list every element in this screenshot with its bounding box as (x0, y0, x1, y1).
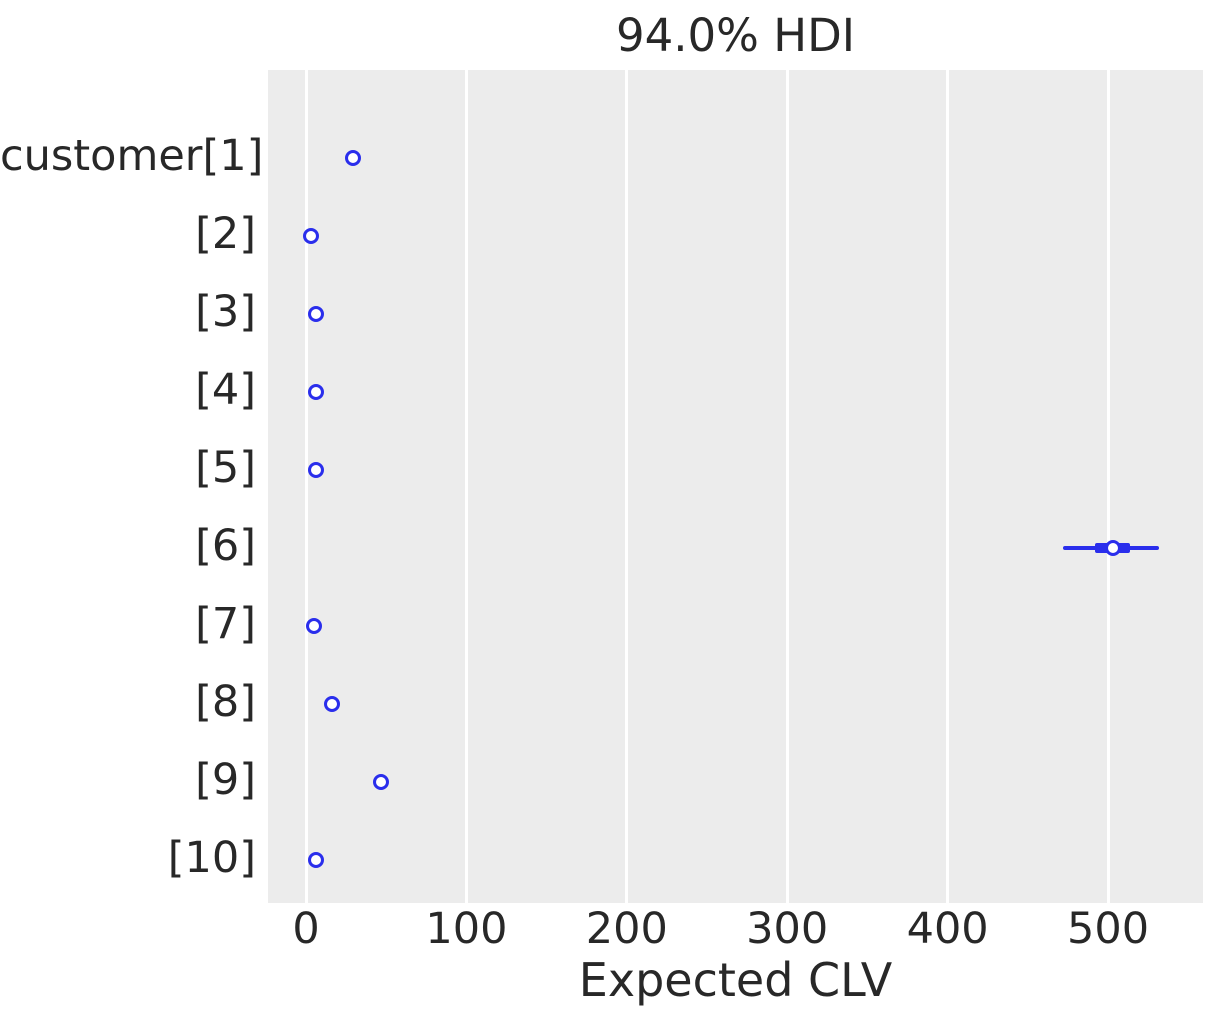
y-tick-label: customer[1] (0, 131, 264, 181)
point-estimate-marker (307, 384, 324, 400)
y-tick-label: [10] (167, 833, 256, 883)
x-axis-label: Expected CLV (578, 953, 893, 1007)
y-tick-label: [2] (195, 209, 256, 259)
y-tick-label: [8] (195, 677, 256, 727)
y-tick-label: [5] (195, 443, 256, 493)
point-estimate-marker (307, 462, 324, 478)
y-tick-label: [7] (195, 599, 256, 649)
x-tick-label: 400 (906, 904, 989, 954)
x-tick-label: 200 (585, 904, 668, 954)
x-tick-label: 500 (1066, 904, 1150, 954)
point-estimate-marker (373, 774, 390, 790)
point-estimate-marker (307, 852, 324, 868)
point-estimate-marker (344, 150, 361, 166)
point-estimate-marker (307, 306, 324, 322)
point-estimate-marker (302, 228, 319, 244)
gridline (785, 70, 789, 903)
gridline (625, 70, 629, 903)
gridline (946, 70, 950, 903)
point-estimate-marker (306, 618, 323, 634)
y-tick-label: [9] (195, 755, 256, 805)
x-tick-label: 0 (292, 904, 320, 954)
point-estimate-marker (1104, 540, 1121, 556)
point-estimate-marker (323, 696, 340, 712)
x-tick-label: 100 (425, 904, 508, 954)
x-tick-label: 300 (746, 904, 829, 954)
y-tick-label: [4] (195, 365, 256, 415)
chart-title: 94.0% HDI (615, 9, 856, 62)
gridline (304, 70, 308, 903)
y-tick-label: [3] (195, 287, 256, 337)
y-tick-label: [6] (195, 521, 256, 571)
gridline (1106, 70, 1110, 903)
plot-area (268, 70, 1203, 903)
gridline (464, 70, 468, 903)
